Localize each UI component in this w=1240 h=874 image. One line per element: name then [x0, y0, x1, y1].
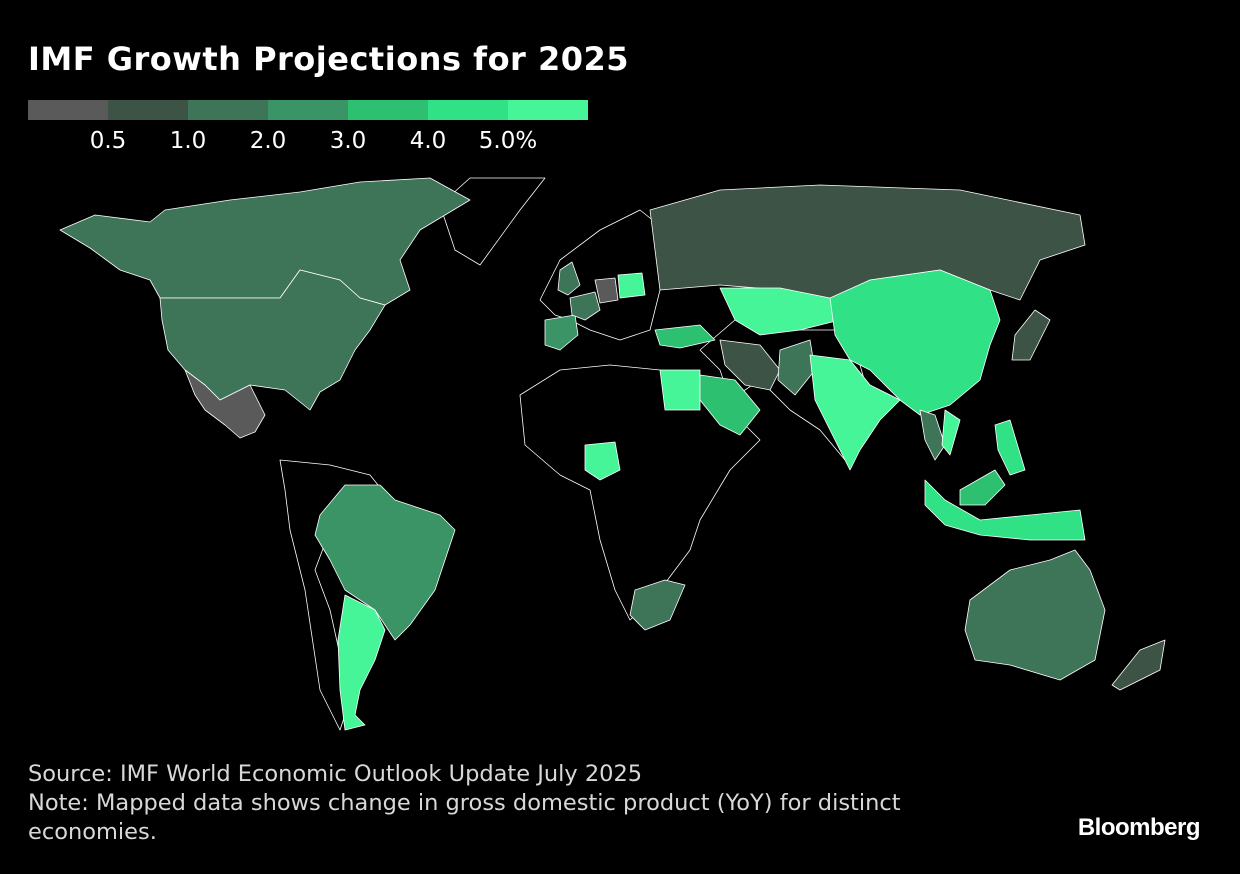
country-south-africa [629, 579, 686, 631]
country-egypt [659, 369, 701, 411]
legend-tick: 4.0 [409, 128, 447, 154]
note-text: Note: Mapped data shows change in gross … [28, 790, 901, 845]
country-united-kingdom [557, 261, 581, 296]
country-spain [544, 314, 579, 351]
legend-tick: 1.0 [169, 128, 207, 154]
legend-tick: 5.0% [478, 128, 538, 154]
country-china [829, 269, 1001, 416]
chart-title: IMF Growth Projections for 2025 [28, 40, 630, 78]
country-poland [617, 272, 646, 299]
country-canada [59, 177, 471, 306]
country-brazil [314, 484, 456, 641]
bloomberg-logo: Bloomberg [1077, 814, 1201, 841]
country-iran [719, 339, 781, 391]
country-nigeria [584, 441, 621, 481]
legend-swatch [428, 100, 508, 120]
legend-swatch [188, 100, 268, 120]
legend-swatch [508, 100, 588, 120]
country-india [809, 354, 901, 471]
country-saudi-arabia [699, 374, 761, 436]
country-germany [594, 277, 619, 304]
country-turkey [654, 324, 716, 349]
legend-swatch [108, 100, 188, 120]
country-mexico [184, 369, 266, 439]
country-kazakhstan [719, 287, 841, 336]
color-legend: 0.5 1.0 2.0 3.0 4.0 5.0% [28, 100, 588, 158]
country-philippines [994, 419, 1026, 476]
legend-ticks: 0.5 1.0 2.0 3.0 4.0 5.0% [28, 128, 588, 158]
country-malaysia [959, 469, 1006, 506]
country-france [569, 291, 601, 321]
legend-swatches [28, 100, 588, 120]
source-text: Source: IMF World Economic Outlook Updat… [28, 761, 643, 787]
footer: Source: IMF World Economic Outlook Updat… [28, 760, 928, 847]
country-thailand [919, 409, 946, 461]
legend-tick: 2.0 [249, 128, 287, 154]
country-japan [1011, 309, 1051, 361]
legend-swatch [348, 100, 428, 120]
country-australia [964, 549, 1106, 681]
country-argentina [337, 594, 386, 731]
country-africa-other [519, 364, 761, 621]
world-map [59, 177, 1166, 731]
legend-swatch [28, 100, 108, 120]
country-greenland [439, 177, 546, 266]
legend-tick: 0.5 [89, 128, 127, 154]
legend-tick: 3.0 [329, 128, 367, 154]
country-vietnam [941, 409, 961, 456]
country-new-zealand [1111, 639, 1166, 691]
legend-swatch [268, 100, 348, 120]
country-indonesia [924, 479, 1086, 541]
country-pakistan [777, 339, 816, 396]
